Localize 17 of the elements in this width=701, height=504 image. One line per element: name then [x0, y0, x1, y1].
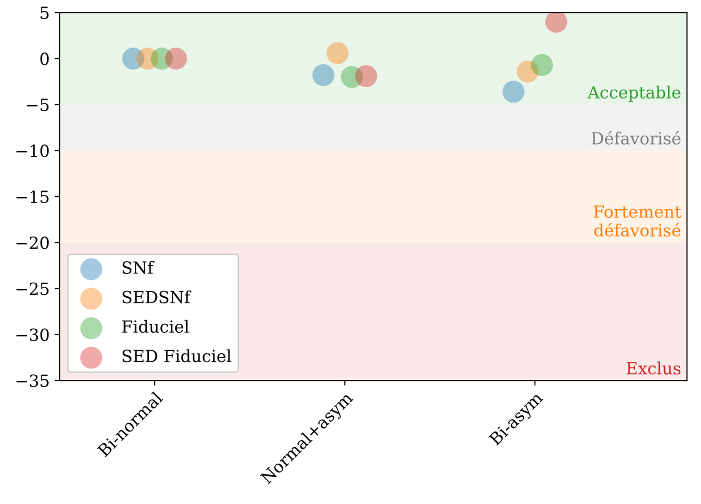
legend-label: SNf	[122, 261, 154, 274]
legend-label: Fiduciel	[122, 320, 189, 333]
y-tick-label: 5	[40, 6, 49, 20]
legend-label: SEDSNf	[122, 290, 192, 304]
y-tick-label: −30	[16, 328, 49, 342]
legend-label: SED Fiduciel	[122, 349, 232, 362]
y-tick-label: 0	[40, 52, 49, 66]
band-label: Acceptable	[587, 86, 680, 102]
y-tick-label: −25	[16, 282, 49, 296]
band-label: Fortement défavorisé	[594, 206, 682, 237]
y-tick-label: −35	[16, 374, 49, 388]
band-label: Défavorisé	[592, 131, 680, 145]
band-label: Exclus	[626, 362, 680, 375]
y-tick-label: −10	[16, 144, 49, 158]
y-tick-label: −20	[16, 236, 49, 250]
y-tick-label: −5	[27, 98, 49, 112]
y-tick-label: −15	[16, 190, 49, 204]
